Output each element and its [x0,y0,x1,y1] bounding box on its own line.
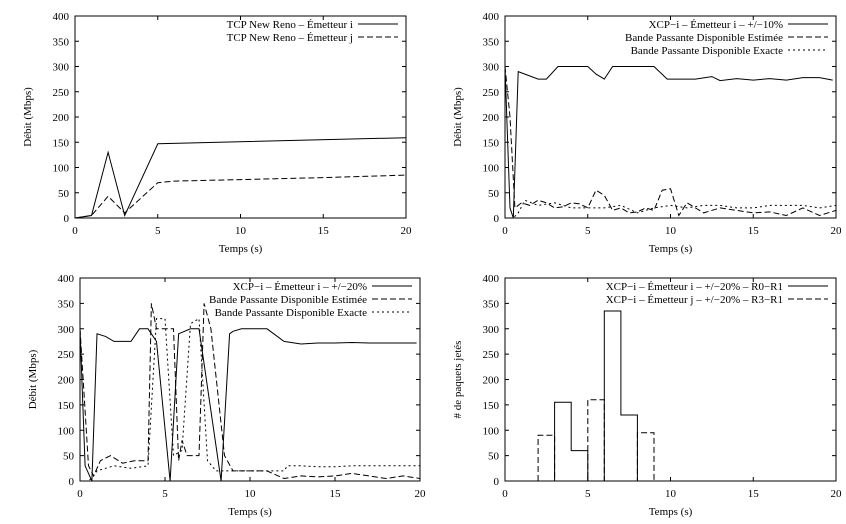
x-axis-label: Temps (s) [649,506,693,518]
y-tick-label: 250 [58,349,75,361]
y-tick-label: 250 [483,349,500,361]
series-line-2 [80,303,420,480]
y-tick-label: 50 [488,451,500,463]
x-tick-label: 15 [318,225,330,237]
x-tick-label: 20 [401,225,413,237]
y-axis-label: Débit (Mbps) [452,87,464,147]
x-tick-label: 5 [162,488,168,500]
series-line-2 [75,174,406,218]
y-tick-label: 50 [63,451,75,463]
y-tick-label: 350 [53,36,70,48]
legend-entry: Bande Passante Disponible Exacte [215,307,368,319]
y-tick-label: 400 [58,273,75,285]
y-tick-label: 250 [53,87,70,99]
x-tick-label: 0 [72,225,78,237]
x-tick-label: 20 [831,225,843,237]
y-tick-label: 350 [483,36,500,48]
legend-entry: Bande Passante Disponible Estimée [209,294,367,306]
y-tick-label: 300 [53,62,70,74]
y-tick-label: 200 [58,375,75,387]
x-tick-label: 5 [585,488,591,500]
x-tick-label: 15 [748,225,760,237]
y-tick-label: 200 [53,112,70,124]
x-axis-label: Temps (s) [219,243,263,255]
x-tick-label: 5 [585,225,591,237]
y-tick-label: 300 [483,62,500,74]
series-line-3 [80,317,420,481]
legend-entry: Bande Passante Disponible Estimée [625,32,783,44]
legend-entry: TCP New Reno – Émetteur j [227,32,353,44]
legend-entry: XCP−i – Émetteur j – +/−20% – R3−R1 [606,294,783,306]
x-tick-label: 20 [415,488,427,500]
legend-entry: XCP−i – Émetteur i – +/−20% [233,281,367,293]
x-tick-label: 5 [155,225,161,237]
y-tick-label: 350 [483,298,500,310]
legend-entry: TCP New Reno – Émetteur i [227,19,353,31]
y-tick-label: 0 [69,476,75,488]
x-tick-label: 10 [665,225,677,237]
y-tick-label: 200 [483,375,500,387]
legend-entry: XCP−i – Émetteur i – +/−20% – R0−R1 [606,281,783,293]
x-axis-label: Temps (s) [649,243,693,255]
x-tick-label: 0 [502,488,508,500]
y-tick-label: 50 [58,188,70,200]
y-tick-label: 0 [64,213,70,225]
y-tick-label: 100 [483,425,500,437]
series-line-3 [505,199,836,218]
series-line-1 [80,328,417,481]
y-tick-label: 150 [483,137,500,149]
plot-frame [74,15,407,219]
x-tick-label: 0 [77,488,83,500]
x-tick-label: 15 [748,488,760,500]
x-tick-label: 20 [831,488,843,500]
x-tick-label: 0 [502,225,508,237]
y-tick-label: 300 [58,324,75,336]
y-tick-label: 200 [483,112,500,124]
y-tick-label: 400 [483,11,500,23]
y-tick-label: 400 [483,273,500,285]
x-tick-label: 10 [235,225,247,237]
y-tick-label: 300 [483,324,500,336]
y-tick-label: 0 [494,476,500,488]
series-line-1 [505,66,833,218]
y-tick-label: 50 [488,188,500,200]
y-tick-label: 150 [483,400,500,412]
legend-entry: XCP−i – Émetteur i – +/−10% [649,19,783,31]
y-tick-label: 100 [483,163,500,175]
series-line-2 [505,66,836,217]
y-axis-label: Débit (Mbps) [27,349,39,409]
y-axis-label: # de paquets jetés [452,341,464,419]
y-tick-label: 150 [53,137,70,149]
y-tick-label: 100 [53,163,70,175]
series-line-1 [554,310,638,481]
y-tick-label: 250 [483,87,500,99]
x-tick-label: 10 [245,488,257,500]
y-axis-label: Débit (Mbps) [22,87,34,147]
x-axis-label: Temps (s) [228,506,272,518]
x-tick-label: 10 [665,488,677,500]
x-tick-label: 15 [330,488,342,500]
y-tick-label: 0 [494,213,500,225]
legend-entry: Bande Passante Disponible Exacte [631,45,784,57]
y-tick-label: 100 [58,425,75,437]
y-tick-label: 350 [58,298,75,310]
series-line-2 [537,399,655,481]
y-tick-label: 150 [58,400,75,412]
y-tick-label: 400 [53,11,70,23]
series-line-1 [75,137,406,218]
